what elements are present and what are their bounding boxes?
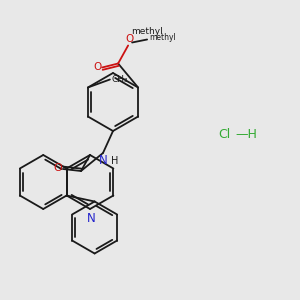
Text: O: O bbox=[93, 62, 101, 73]
Text: H: H bbox=[111, 156, 118, 166]
Text: O: O bbox=[125, 34, 133, 44]
Text: CH₃: CH₃ bbox=[112, 75, 128, 84]
Text: Cl: Cl bbox=[218, 128, 230, 142]
Text: N: N bbox=[87, 212, 95, 225]
Text: N: N bbox=[99, 154, 107, 167]
Text: —H: —H bbox=[235, 128, 257, 142]
Text: O: O bbox=[54, 163, 62, 173]
Text: methyl: methyl bbox=[131, 26, 163, 35]
Text: methyl: methyl bbox=[149, 33, 176, 42]
